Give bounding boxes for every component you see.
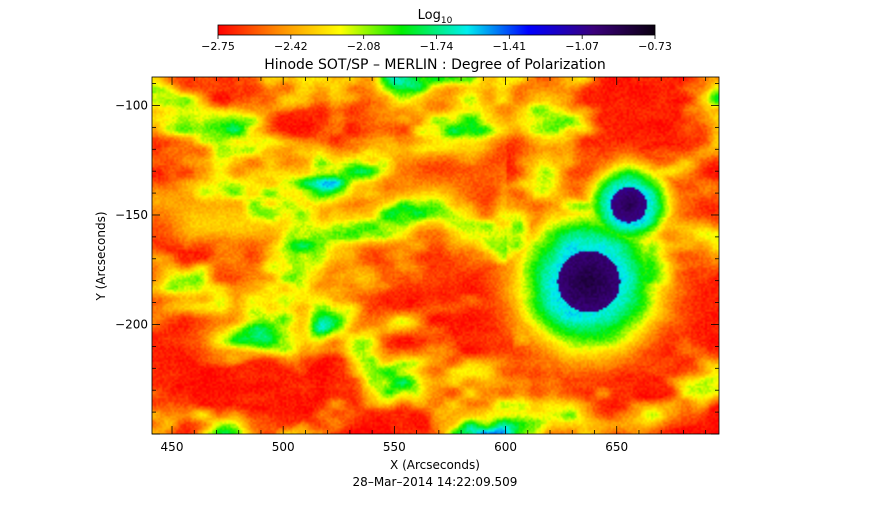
heatmap-raster <box>152 77 719 434</box>
colorbar-ticks: −2.75 −2.42 −2.08 −1.74 −1.41 −1.07 −0.73 <box>201 35 672 53</box>
colorbar-label: Log10 <box>418 8 453 26</box>
colorbar-tick-label: −0.73 <box>638 40 672 53</box>
x-tick-label: 650 <box>605 440 628 454</box>
chart-title: Hinode SOT/SP – MERLIN : Degree of Polar… <box>264 57 606 73</box>
heatmap-image <box>152 77 719 434</box>
y-tick-label: −200 <box>115 317 148 331</box>
colorbar-tick-label: −2.42 <box>274 40 308 53</box>
colorbar-tick-label: −2.75 <box>201 40 235 53</box>
y-axis-label: Y (Arcseconds) <box>94 211 108 301</box>
colorbar-tick-label: −2.08 <box>347 40 381 53</box>
colorbar-gradient <box>217 24 656 36</box>
colorbar: Log10 −2.75 −2.42 −2.08 −1.74 −1.41 −1.07 −0.7… <box>201 8 672 53</box>
x-tick-label: 450 <box>161 440 184 454</box>
timestamp: 28–Mar–2014 14:22:09.509 <box>353 475 518 489</box>
x-tick-label: 550 <box>383 440 406 454</box>
colorbar-tick-label: −1.07 <box>565 40 599 53</box>
x-tick-label: 500 <box>272 440 295 454</box>
x-axis: 450 500 550 600 650 <box>161 77 707 454</box>
y-tick-label: −150 <box>115 208 148 222</box>
y-tick-label: −100 <box>115 98 148 112</box>
x-tick-label: 600 <box>494 440 517 454</box>
colorbar-tick-label: −1.74 <box>420 40 454 53</box>
plot-frame <box>151 76 720 435</box>
colorbar-tick-label: −1.41 <box>492 40 526 53</box>
y-axis: −100 −150 −200 <box>115 83 719 435</box>
x-axis-label: X (Arcseconds) <box>390 458 480 472</box>
